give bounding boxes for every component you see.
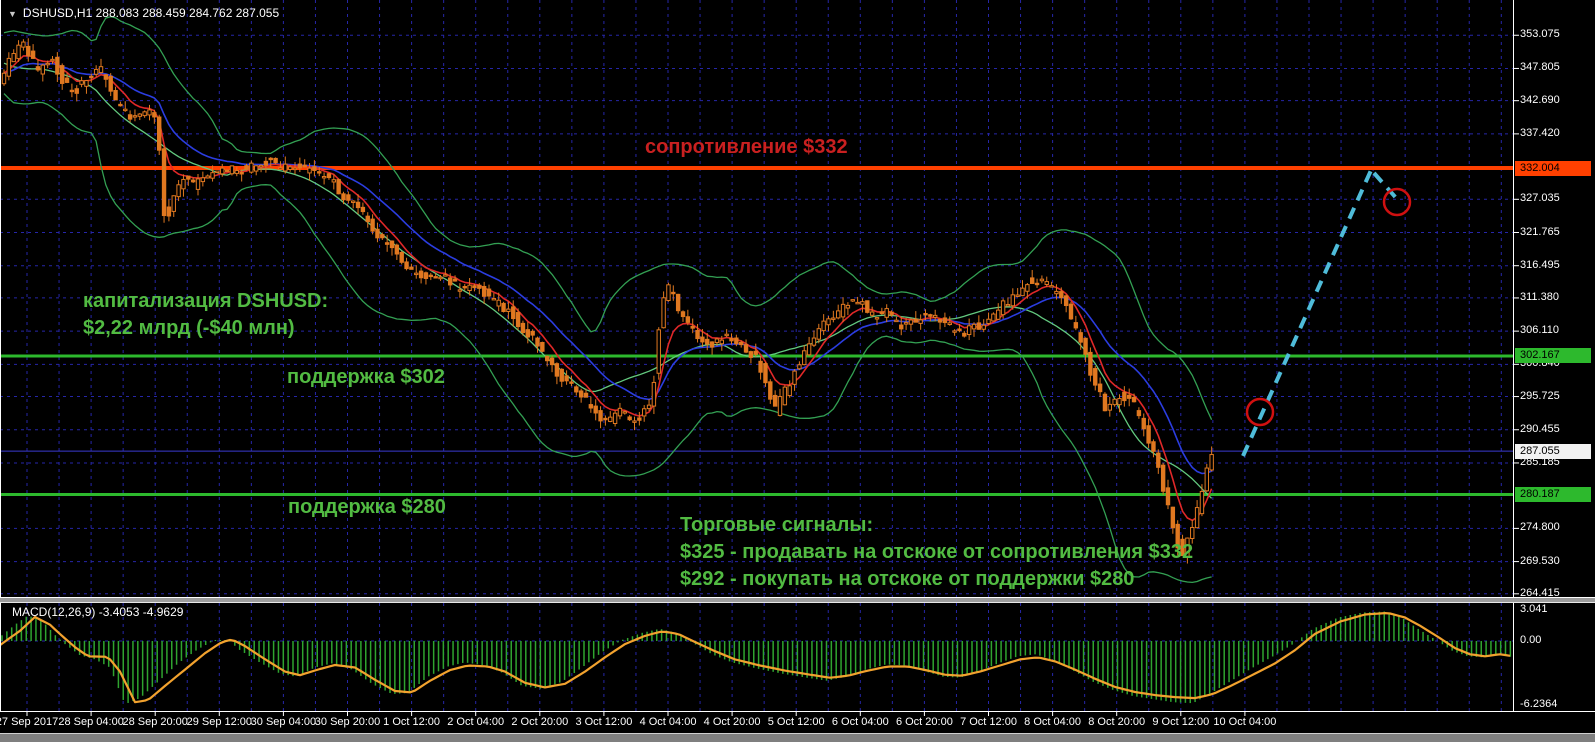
time-tick-label: 3 Oct 12:00	[575, 716, 633, 728]
support-price-tag-280: 280.187	[1515, 486, 1591, 502]
signal-circle[interactable]	[1382, 187, 1412, 217]
price-tick-label: 311.380	[1520, 290, 1559, 303]
time-tick-label: 5 Oct 12:00	[767, 716, 825, 728]
time-tick-label: 27 Sep 2017	[0, 716, 59, 728]
time-tick-label: 30 Sep 20:00	[314, 716, 381, 728]
window-bottom-strip	[0, 733, 1595, 742]
trend-arrow-line[interactable]	[1372, 171, 1399, 201]
signal-circle[interactable]	[1245, 397, 1275, 427]
time-tick-label: 29 Sep 12:00	[186, 716, 253, 728]
time-tick-label: 28 Sep 04:00	[58, 716, 124, 728]
resistance-price-tag: 332.004	[1515, 160, 1591, 176]
time-tick-label: 2 Oct 04:00	[447, 716, 505, 728]
price-tick-label: 347.805	[1520, 61, 1560, 74]
price-tick-label: 285.185	[1520, 455, 1560, 468]
pane-splitter[interactable]	[0, 597, 1595, 603]
time-tick-label: 30 Sep 04:00	[250, 716, 317, 728]
time-tick-label: 6 Oct 04:00	[831, 716, 889, 728]
time-tick-label: 8 Oct 04:00	[1024, 716, 1082, 728]
time-tick-label: 8 Oct 20:00	[1088, 716, 1146, 728]
support-price-tag-302: 302.167	[1515, 348, 1591, 364]
price-tick-label: 327.035	[1520, 192, 1560, 205]
price-tick-label: 290.455	[1520, 422, 1560, 435]
price-tick-label: 321.765	[1520, 225, 1560, 238]
time-tick-label: 2 Oct 20:00	[511, 716, 569, 728]
price-axis[interactable]: 353.075 347.805 342.690 337.420 327.035 321.7…	[1514, 0, 1595, 711]
symbol-dropdown-icon[interactable]: ▼	[8, 9, 17, 19]
price-tick-label: 274.800	[1520, 521, 1560, 534]
trend-arrow-line[interactable]	[1241, 167, 1374, 457]
time-tick-label: 4 Oct 20:00	[703, 716, 761, 728]
current-price-tag: 287.055	[1515, 443, 1591, 459]
price-tick-label: 295.725	[1520, 389, 1560, 402]
time-tick-label: 1 Oct 12:00	[383, 716, 441, 728]
time-tick-label: 4 Oct 04:00	[639, 716, 697, 728]
price-tick-label: 306.110	[1520, 324, 1559, 337]
time-tick-label: 6 Oct 20:00	[895, 716, 953, 728]
price-tick-label: 342.690	[1520, 93, 1560, 106]
time-tick-label: 9 Oct 12:00	[1152, 716, 1210, 728]
price-tick-label: 337.420	[1520, 126, 1560, 139]
time-tick-label: 7 Oct 12:00	[960, 716, 1017, 728]
price-tick-label: 269.530	[1520, 554, 1560, 567]
price-tick-label: 264.415	[1520, 586, 1560, 599]
price-tick-label: 316.495	[1520, 258, 1560, 271]
price-tick-label: 353.075	[1520, 28, 1560, 41]
time-tick-label: 28 Sep 20:00	[122, 716, 188, 728]
time-tick-label: 10 Oct 04:00	[1213, 716, 1277, 728]
